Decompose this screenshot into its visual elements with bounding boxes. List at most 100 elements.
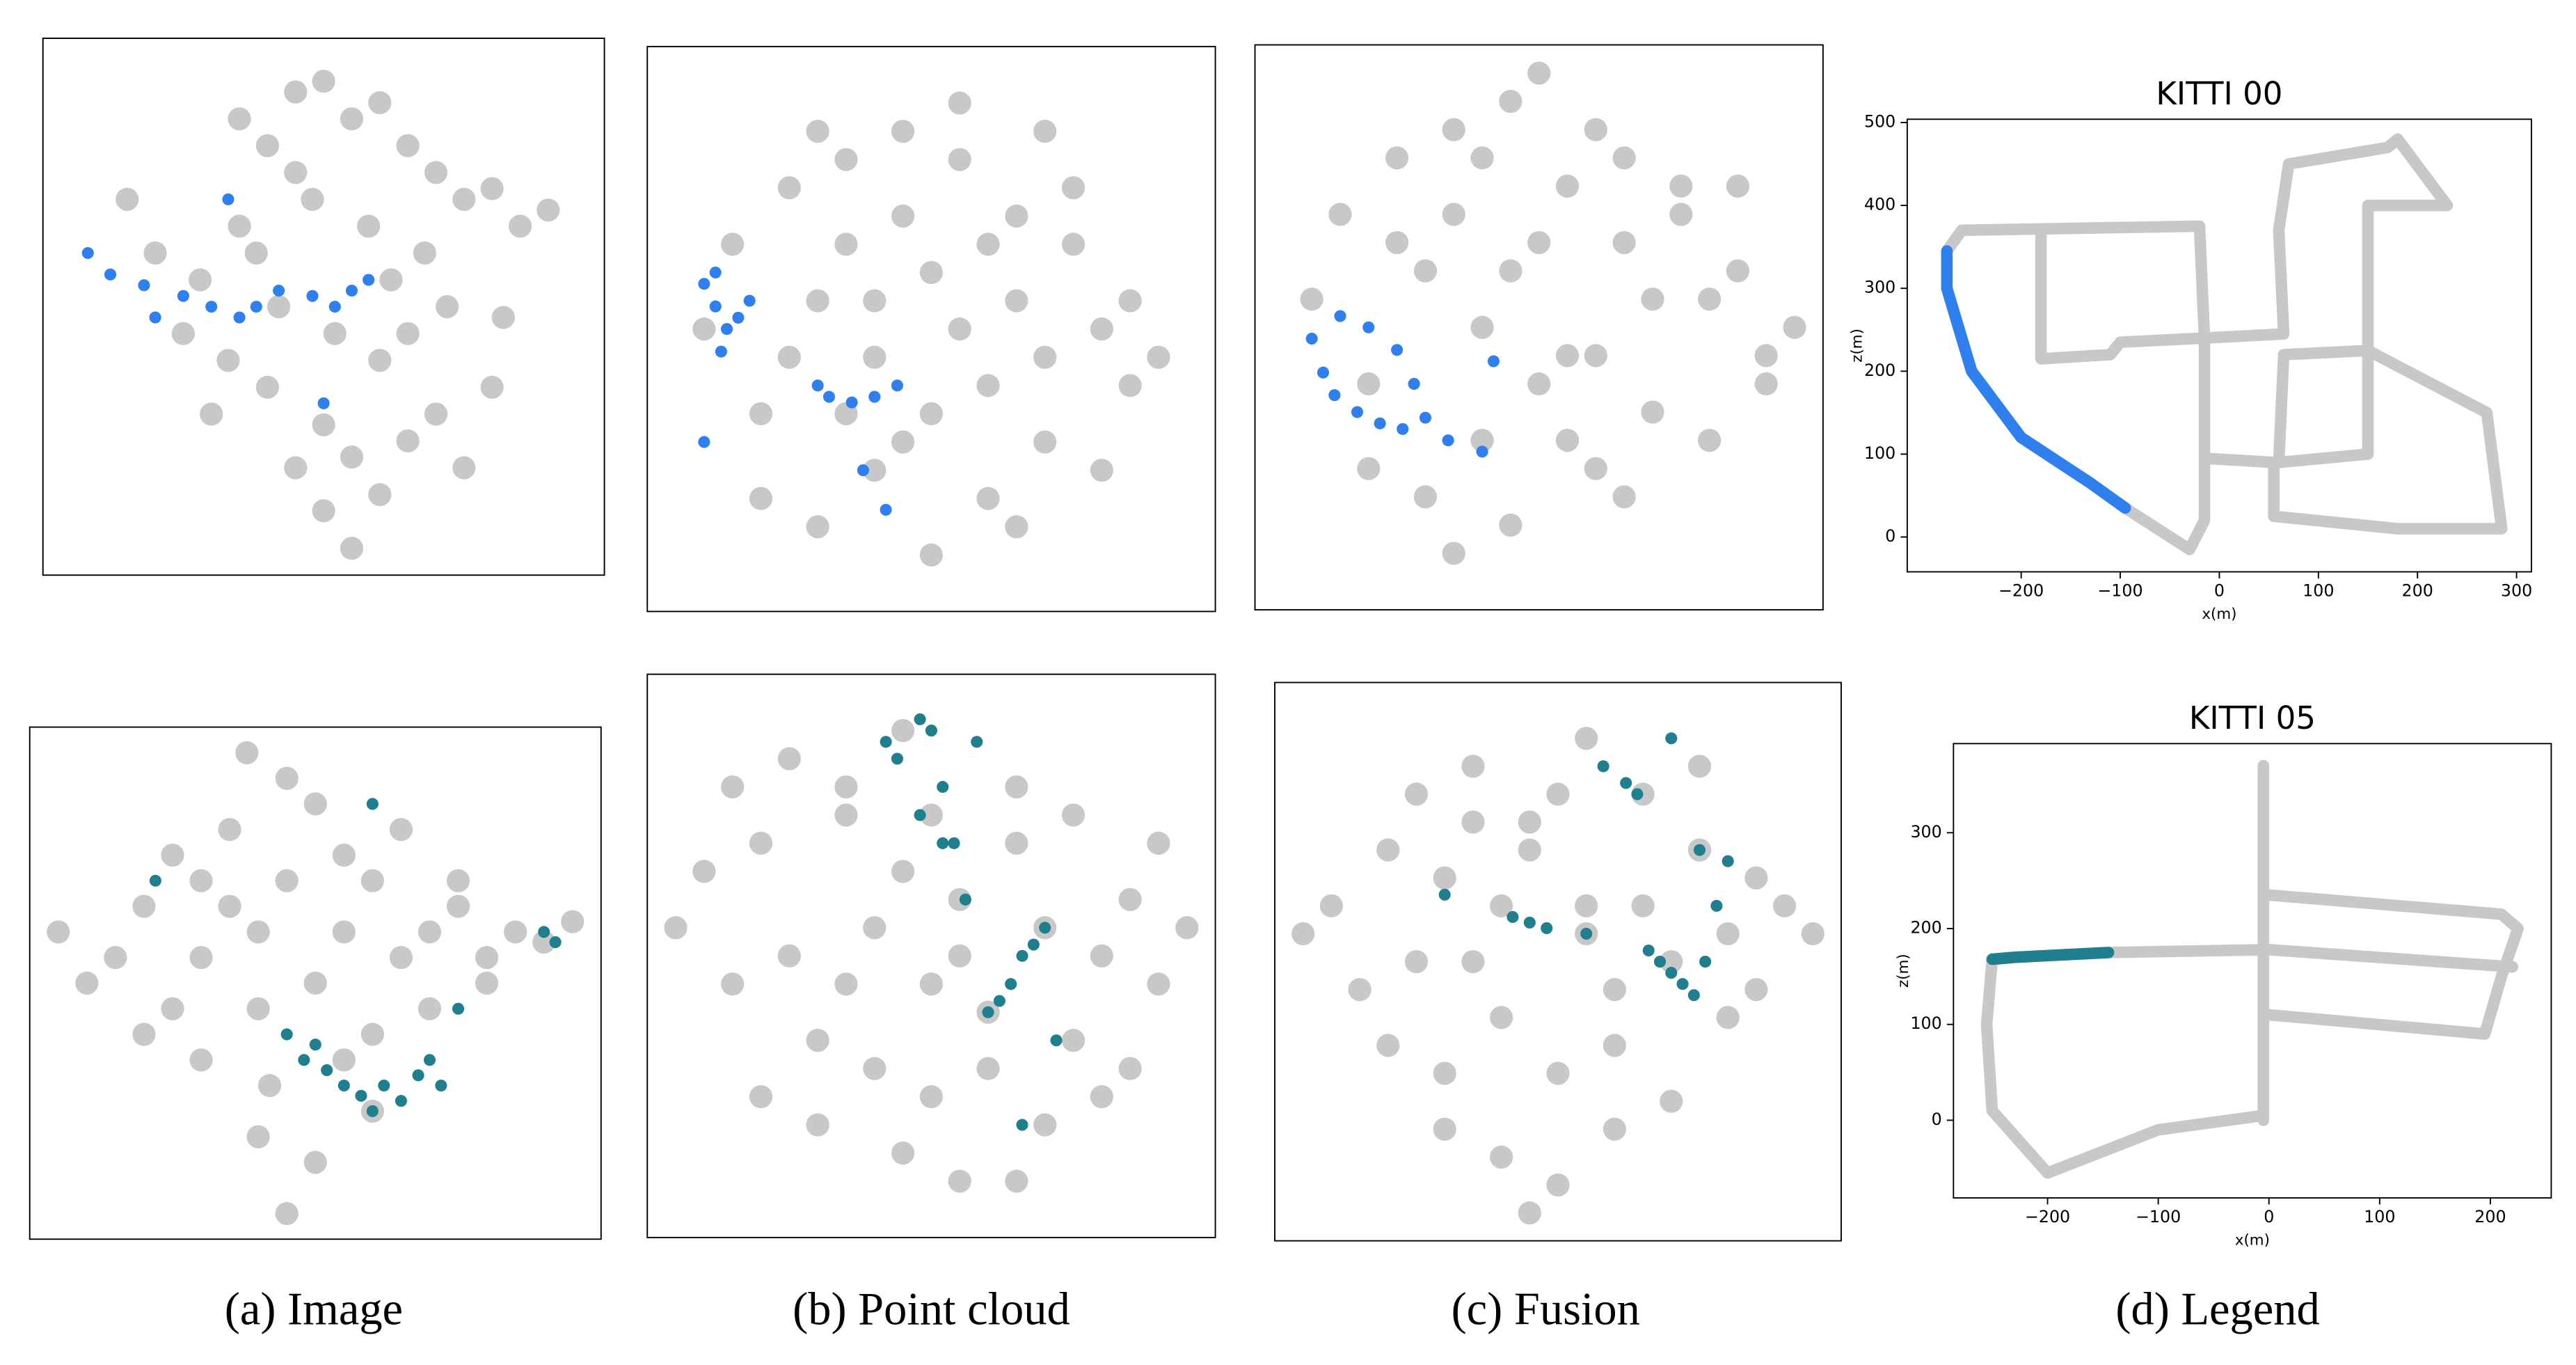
background-point — [1726, 174, 1750, 198]
highlight-point — [366, 798, 379, 810]
background-point — [396, 134, 420, 157]
background-point — [919, 803, 944, 827]
y-axis-label: z(m) — [1849, 329, 1866, 363]
background-point — [1575, 727, 1598, 750]
background-point — [1291, 922, 1315, 946]
background-point — [561, 910, 585, 933]
background-point — [1005, 289, 1028, 313]
x-tick-label: 100 — [2364, 1207, 2395, 1226]
background-point — [446, 894, 470, 918]
x-tick-label: 300 — [2501, 581, 2532, 600]
background-point — [284, 161, 308, 184]
background-point — [1603, 1117, 1627, 1141]
background-point — [246, 1125, 270, 1149]
background-point — [303, 971, 327, 995]
highlight-point — [1653, 956, 1667, 968]
background-point — [1005, 775, 1028, 799]
background-point — [664, 916, 687, 940]
plot-frame — [646, 45, 1216, 613]
background-point — [891, 430, 915, 454]
background-point — [1470, 146, 1494, 170]
background-point — [267, 295, 291, 319]
background-point — [312, 70, 335, 93]
background-point — [1546, 782, 1570, 806]
background-point — [976, 487, 1000, 510]
highlight-point — [1039, 922, 1051, 934]
highlight-point — [868, 390, 881, 403]
background-point — [389, 818, 413, 842]
background-point — [1744, 978, 1768, 1002]
background-point — [491, 306, 515, 329]
background-point — [303, 1151, 327, 1174]
highlight-point — [395, 1095, 407, 1107]
highlight-point — [1699, 956, 1712, 968]
highlight-point — [880, 503, 892, 516]
x-axis-label: x(m) — [2202, 606, 2236, 623]
background-point — [275, 869, 299, 892]
background-point — [1660, 949, 1683, 974]
background-point — [244, 241, 268, 265]
background-point — [1555, 344, 1580, 368]
background-point — [863, 345, 887, 369]
background-point — [749, 1084, 773, 1109]
background-point — [1404, 949, 1429, 974]
background-point — [1612, 146, 1636, 170]
background-point — [1641, 287, 1664, 311]
background-point — [1499, 259, 1522, 283]
background-point — [806, 515, 829, 539]
background-point — [1527, 372, 1551, 396]
highlight-point — [298, 1054, 310, 1066]
background-point — [891, 1141, 915, 1165]
background-point — [948, 1169, 971, 1193]
background-point — [228, 107, 251, 131]
highlight-point — [1027, 938, 1040, 951]
trajectory — [1941, 245, 2131, 514]
highlight-point — [273, 284, 285, 297]
background-point — [1005, 515, 1028, 539]
x-tick-label: 0 — [2264, 1207, 2274, 1226]
highlight-point — [1710, 899, 1723, 912]
highlight-point — [1580, 927, 1593, 940]
background-point — [834, 148, 858, 171]
background-point — [863, 458, 887, 482]
background-point — [1612, 230, 1636, 255]
background-point — [1461, 949, 1485, 974]
background-point — [235, 741, 259, 764]
highlight-point — [1676, 978, 1689, 991]
background-point — [368, 349, 392, 372]
highlight-point — [959, 893, 971, 906]
background-point — [275, 1201, 299, 1226]
plot-frame — [646, 673, 1216, 1238]
highlight-point — [822, 390, 836, 403]
highlight-point — [378, 1079, 390, 1092]
background-point — [424, 161, 448, 184]
background-point — [301, 187, 324, 211]
plot-frame — [1953, 743, 2552, 1199]
background-point — [1061, 232, 1086, 256]
x-tick-label: 200 — [2474, 1207, 2506, 1226]
background-point — [1061, 803, 1086, 827]
highlight-point — [345, 284, 358, 297]
background-point — [1546, 1173, 1570, 1197]
background-point — [1147, 831, 1170, 855]
highlight-point — [1397, 423, 1409, 435]
background-point — [1061, 176, 1086, 200]
highlight-point — [1523, 916, 1536, 929]
background-point — [1033, 119, 1057, 143]
background-point — [749, 402, 773, 426]
background-point — [948, 148, 971, 171]
x-tick-label: 100 — [2303, 581, 2334, 600]
highlight-point — [1693, 844, 1706, 856]
background-point — [1005, 1169, 1028, 1193]
highlight-point — [81, 246, 94, 260]
background-point — [1090, 1084, 1113, 1109]
x-tick-label: −100 — [2097, 581, 2142, 600]
background-point — [536, 198, 560, 222]
background-point — [692, 317, 716, 341]
background-point — [1518, 810, 1541, 834]
plot-frame — [42, 38, 605, 576]
background-point — [919, 402, 944, 426]
highlight-point — [1362, 321, 1375, 333]
highlight-point — [452, 1002, 465, 1015]
